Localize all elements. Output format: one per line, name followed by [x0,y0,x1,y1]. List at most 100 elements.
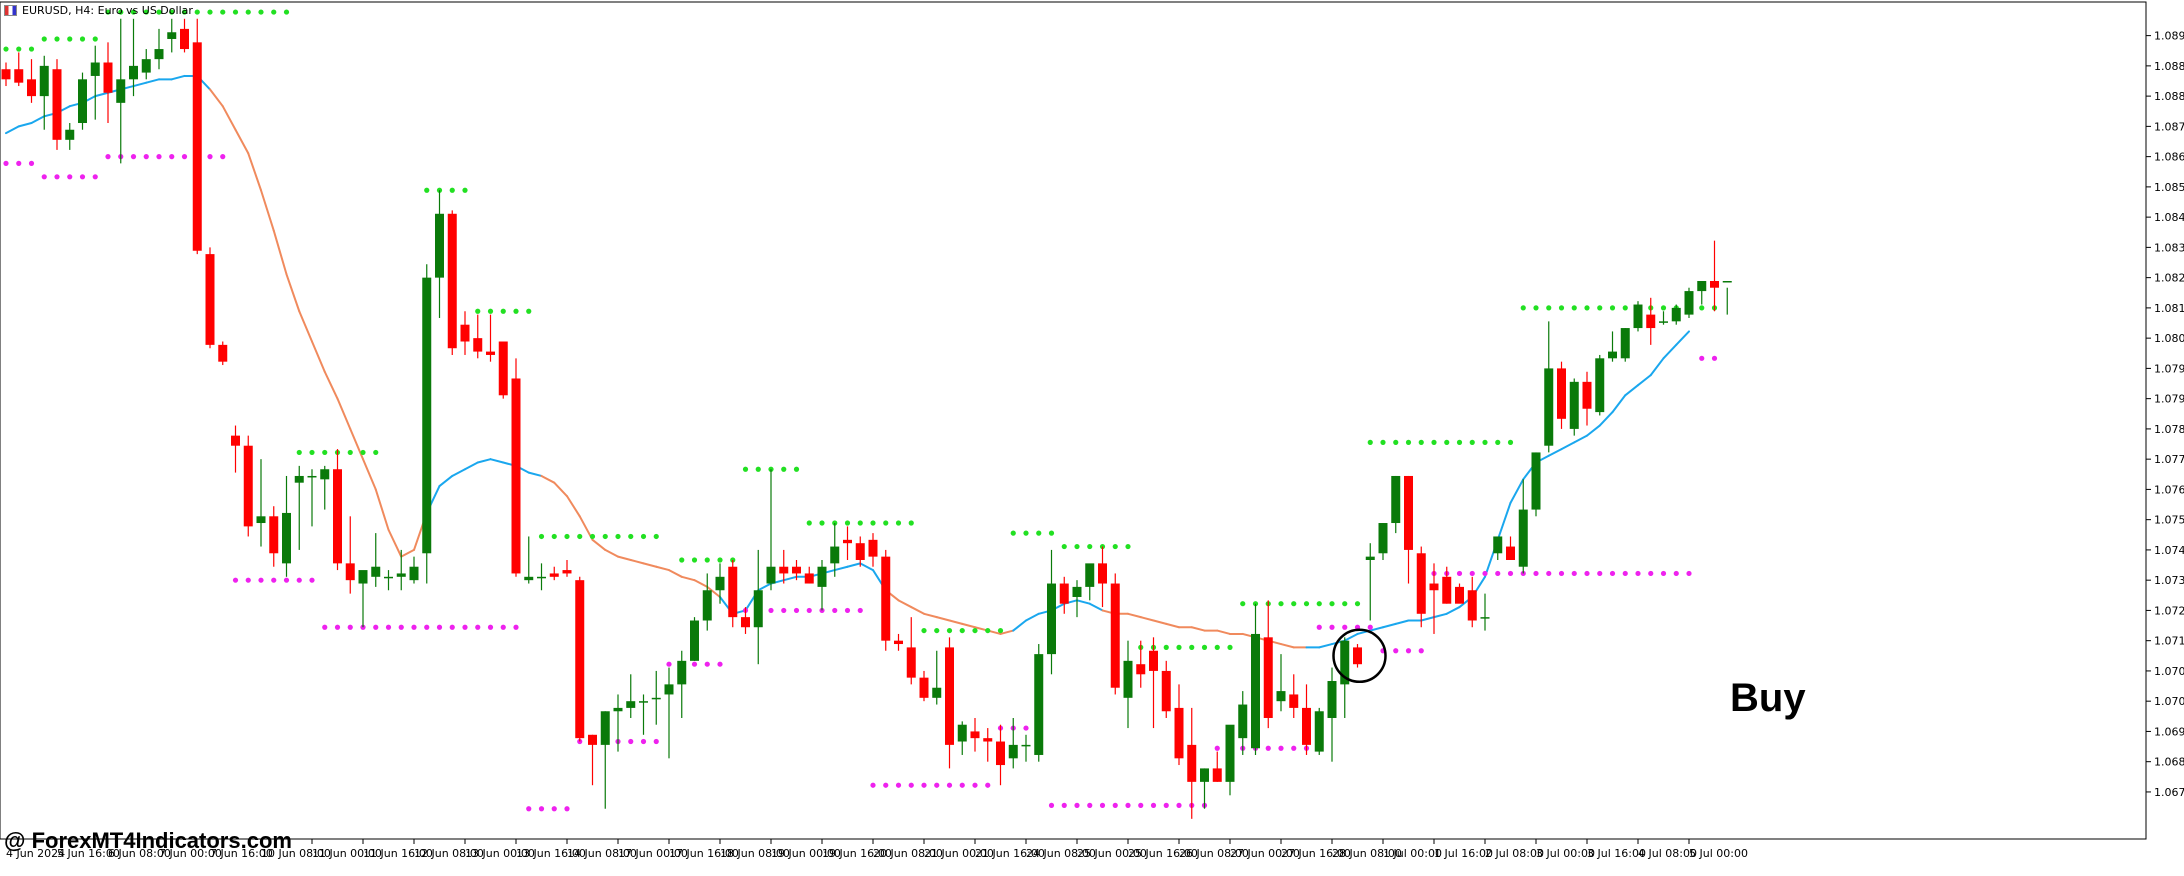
bull-candle [1314,711,1324,752]
moving-average-segment [999,629,1015,635]
moving-average-segment [1573,434,1588,444]
support-dot [691,661,698,667]
support-dot [487,624,494,630]
y-tick-label: 1.07090 [2154,665,2184,678]
support-dot [1405,648,1412,654]
support-dot [181,154,188,160]
y-tick-label: 1.08800 [2154,90,2184,103]
resistance-dot [181,9,188,15]
resistance-dot [245,9,251,15]
y-tick-label: 1.08170 [2154,302,2184,315]
moving-average-segment [132,81,148,88]
bull-candle [1340,640,1350,685]
bull-candle [320,469,330,480]
support-dot [41,174,47,180]
bull-candle [409,566,419,581]
bull-candle [524,576,534,581]
bull-candle [1327,681,1337,718]
bull-candle [65,129,75,140]
moving-average-segment [1509,478,1525,504]
support-dot [1163,802,1169,808]
support-dot [857,607,863,614]
support-dot [424,624,430,630]
bull-candle [1251,633,1260,749]
resistance-dot [1036,530,1042,536]
bull-candle [384,576,393,579]
support-dot [1699,355,1705,361]
resistance-dot [3,46,9,52]
resistance-dot [487,308,494,314]
support-dot [283,577,290,583]
support-dot [895,782,902,788]
y-tick-label: 1.08620 [2154,151,2184,164]
resistance-dot [704,557,710,563]
moving-average-segment [247,152,262,192]
x-tick-label: 17 Jun 00:00 [618,847,688,860]
resistance-dot [793,466,800,472]
resistance-dot [207,9,213,15]
resistance-dot [1278,601,1284,607]
resistance-dot [1227,644,1233,650]
bear-candle [1429,583,1439,591]
resistance-dot [1329,601,1335,607]
moving-average-segment [311,340,326,373]
bear-candle [855,543,865,560]
moving-average-segment [1675,330,1690,346]
x-tick-label: 1 Jul 00:00 [1383,847,1442,860]
support-dot [232,577,239,583]
y-tick-label: 1.06910 [2154,725,2184,738]
moving-average-segment [1152,619,1168,625]
x-tick-label: 5 Jul 00:00 [1689,847,1748,860]
support-dot [1456,570,1463,577]
resistance-dot [844,520,851,526]
moving-average-segment [782,575,798,582]
bull-candle [664,684,674,695]
bear-candle [1582,381,1592,409]
x-tick-label: 11 Jun 16:00 [363,847,433,860]
watermark: @ ForexMT4Indicators.com [4,828,292,853]
support-dot [832,607,838,614]
y-tick-label: 1.07450 [2154,544,2184,557]
bull-candle [537,576,546,579]
support-dot [640,738,647,745]
moving-average-segment [1445,606,1461,615]
support-dot [1597,570,1603,577]
moving-average-segment [298,310,313,343]
bear-candle [562,570,572,574]
bear-candle [498,341,508,396]
y-tick-label: 1.08890 [2154,60,2184,73]
moving-average-segment [1611,394,1627,414]
moving-average-segment [209,88,224,108]
resistance-dot [602,533,608,540]
support-dot [704,661,710,667]
moving-average-segment [1369,626,1384,632]
resistance-dot [1023,530,1029,536]
moving-average-segment [668,569,683,578]
moving-average-segment [145,78,160,84]
x-tick-label: 19 Jun 00:00 [771,847,841,860]
resistance-dot [1112,543,1118,550]
support-dot [373,624,379,630]
bear-candle [14,69,24,83]
support-dot [79,174,86,180]
moving-average-segment [1139,616,1155,622]
bull-candle [435,213,444,278]
moving-average-segment [1560,441,1576,451]
moving-average-segment [540,474,556,484]
moving-average-segment [1662,343,1678,360]
support-dot [385,624,392,630]
bull-candle [294,475,304,483]
moving-average-segment [553,481,568,498]
y-tick-label: 1.08710 [2154,120,2184,133]
resistance-dot [1316,601,1322,607]
bull-candle [817,566,827,587]
resistance-dot [500,308,506,314]
bull-candle [307,475,317,478]
moving-average-segment [362,458,377,491]
resistance-dot [16,46,22,52]
bull-candle [957,724,967,742]
support-dot [271,577,277,583]
moving-average-segment [693,579,709,588]
